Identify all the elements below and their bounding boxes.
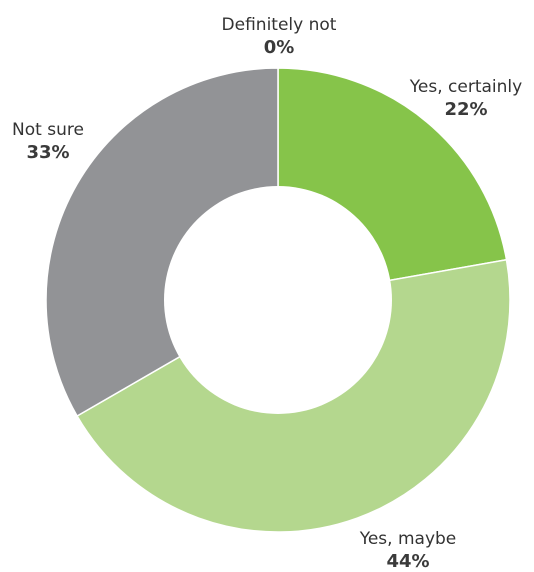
label-yes-maybe: Yes, maybe <box>359 529 457 549</box>
value-yes-certainly: 22% <box>444 99 487 120</box>
label-not-sure: Not sure <box>12 120 84 140</box>
value-not-sure: 33% <box>26 142 69 163</box>
value-definitely-not: 0% <box>264 37 295 58</box>
label-definitely-not: Definitely not <box>222 15 337 35</box>
value-yes-maybe: 44% <box>386 551 429 572</box>
donut-hole <box>164 186 392 414</box>
label-yes-certainly: Yes, certainly <box>409 77 522 97</box>
